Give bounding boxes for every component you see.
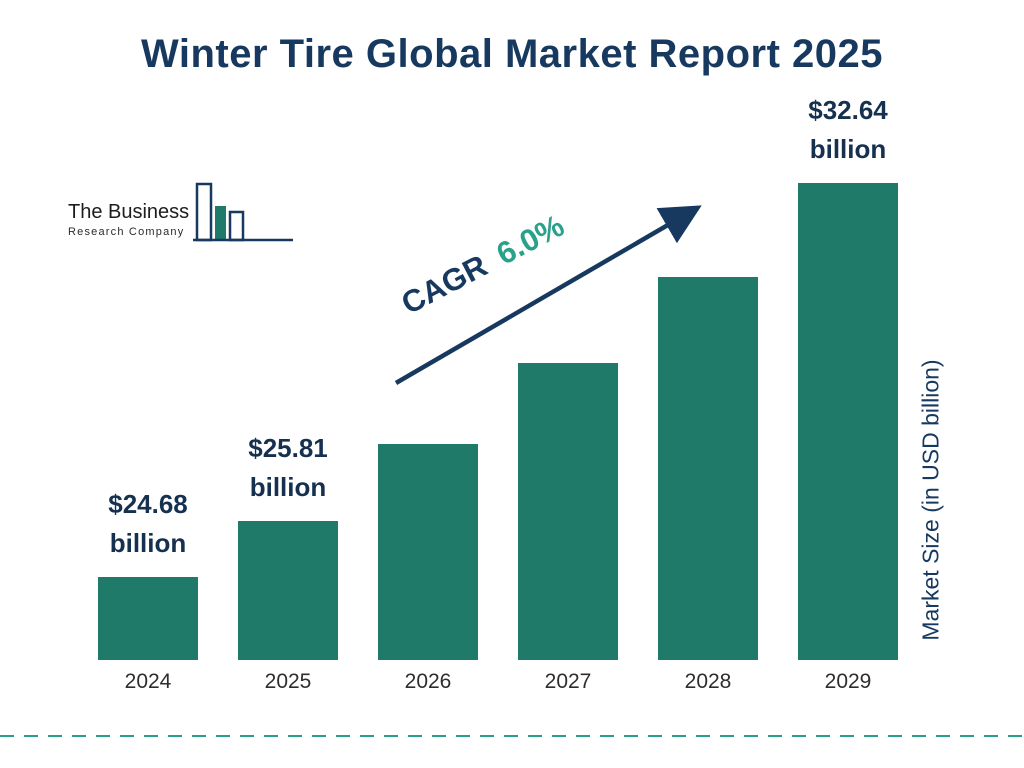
logo-title: The Business [68,201,190,223]
x-axis-label-2026: 2026 [404,670,452,693]
bar-group-2024: $24.68 billion [98,180,198,660]
bar-2029 [798,183,898,660]
page-title: Winter Tire Global Market Report 2025 [140,32,884,76]
x-axis-label-2027: 2027 [544,670,592,693]
logo-subtitle: Research Company [68,226,185,238]
bar-group-2027 [518,180,618,660]
bar-2026 [378,444,478,660]
bar-value-label-2029: $32.64 billion [808,95,888,164]
bar-group-2026 [378,180,478,660]
x-axis-label-2028: 2028 [684,670,732,693]
logo-bars-icon [193,182,294,242]
bar-group-2025: $25.81 billion [238,180,338,660]
plot-area: $24.68 billion $25.81 billion $32.64 billion [98,95,898,660]
bar-2027 [518,363,618,660]
cagr-trend-arrow [394,205,702,385]
x-axis-label-2029: 2029 [824,670,872,693]
logo: The Business Research Company [68,180,294,244]
bar-group-2029: $32.64 billion [798,95,898,660]
logo-text: The Business Research Company [68,201,189,244]
bar-2024 [98,577,198,660]
bar-2025 [238,521,338,660]
x-axis-label-2025: 2025 [264,670,312,693]
x-axis: 2024 2025 2026 2027 2028 2029 [98,670,898,694]
y-axis-label: Market Size (in USD billion) [917,359,944,641]
x-axis-label-2024: 2024 [124,670,172,693]
bar-value-label-2025: $25.81 billion [248,433,328,502]
bar-2028 [658,277,758,660]
bar-group-2028 [658,180,758,660]
bottom-dashed-divider [0,735,1024,737]
bar-value-label-2024: $24.68 billion [108,489,188,558]
